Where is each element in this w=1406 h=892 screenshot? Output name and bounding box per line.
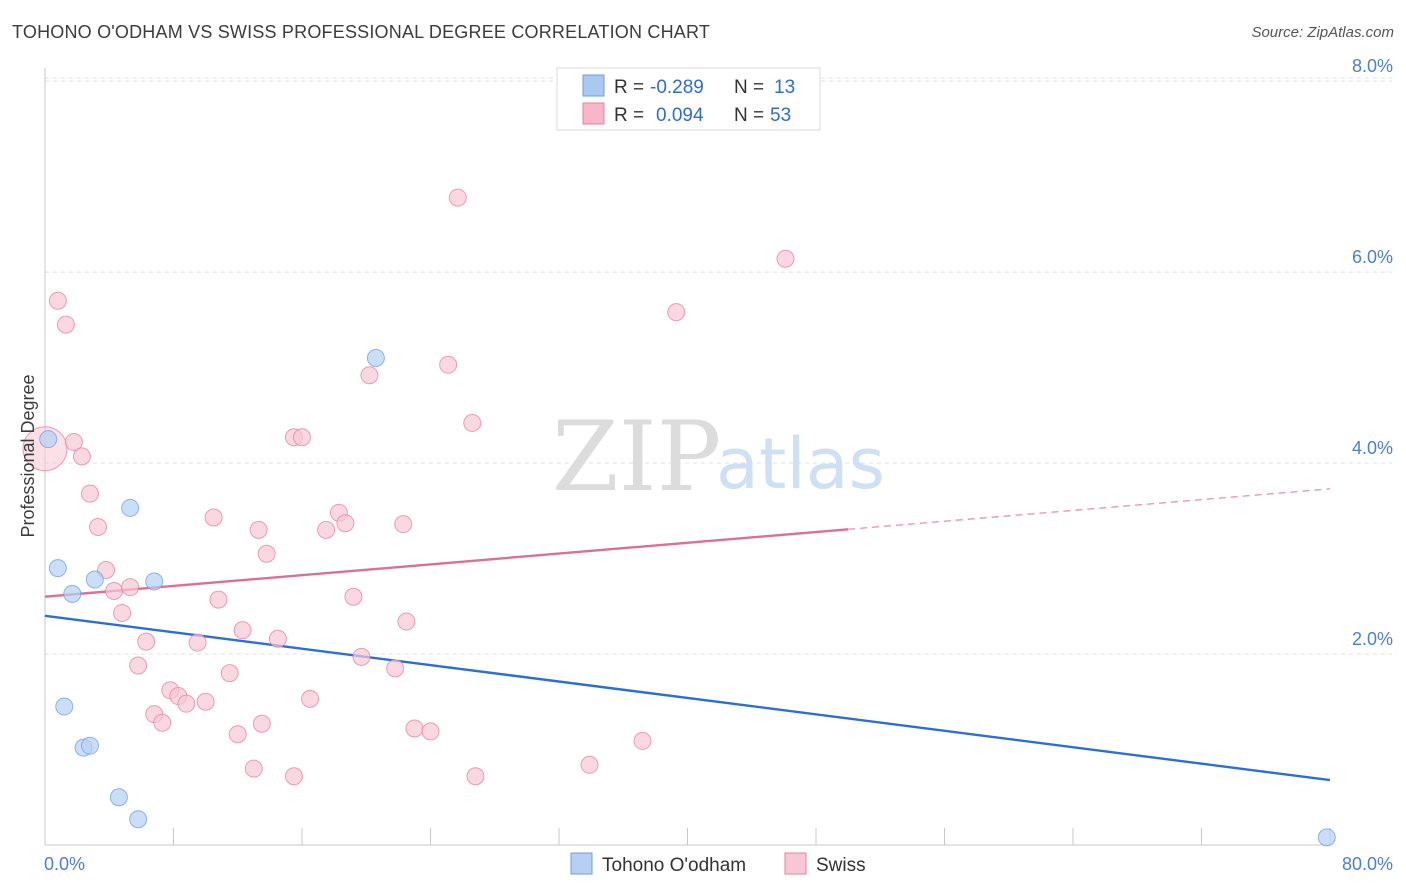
stats-n-label-2: N = [734,105,764,126]
point-tohono [1317,828,1336,847]
point-tohono [145,572,164,591]
point-swiss [257,544,276,563]
y-tick-label: 2.0% [1352,629,1393,649]
source-credit: Source: ZipAtlas.com [1251,24,1394,41]
point-swiss [386,659,405,678]
stats-n-value-1: 13 [774,77,795,98]
point-tohono [55,697,74,716]
point-swiss [48,291,67,310]
point-swiss [72,447,91,466]
point-swiss [204,508,223,527]
point-swiss [667,303,686,322]
point-swiss [244,759,263,778]
y-tick-label: 8.0% [1352,56,1393,76]
stats-r-value-2: 0.094 [656,105,704,126]
y-tick-labels: 2.0% 4.0% 6.0% 8.0% [1352,56,1393,649]
point-swiss [448,188,467,207]
point-swiss [137,632,156,651]
point-swiss [220,664,239,683]
data-points [22,188,1336,847]
gridlines [45,77,1392,655]
point-swiss [113,603,132,622]
point-tohono [109,788,128,807]
point-swiss [317,520,336,539]
point-swiss [233,621,252,640]
stats-n-label-1: N = [734,77,764,98]
point-swiss [89,518,108,537]
point-swiss [405,719,424,738]
legend-label-swiss: Swiss [816,855,866,876]
point-swiss [209,590,228,609]
point-tohono [366,349,385,368]
point-swiss [249,520,268,539]
point-swiss [188,633,207,652]
point-swiss [633,731,652,750]
point-swiss [466,767,485,786]
point-swiss [177,694,196,713]
point-swiss [394,515,413,534]
point-swiss [580,755,599,774]
point-swiss [439,355,458,374]
trend-line-swiss [44,528,849,598]
stats-swatch-swiss [582,102,605,125]
stats-r-label-1: R = [614,77,644,98]
watermark-zip: ZIP [552,401,721,513]
point-swiss [421,722,440,741]
point-swiss [268,629,287,648]
point-swiss [196,692,215,711]
x-tick-label-max: 80.0% [1342,854,1393,874]
y-tick-label: 6.0% [1352,247,1393,267]
point-tohono [63,584,82,603]
y-tick-label: 4.0% [1352,438,1393,458]
stats-r-value-1: -0.289 [650,77,704,98]
trend-line-tohono [44,614,1331,782]
point-swiss [228,725,247,744]
stats-r-label-2: R = [614,105,644,126]
x-axis-ticks [44,828,1331,845]
watermark-atlas: atlas [716,423,885,505]
point-swiss [360,366,379,385]
x-tick-label-min: 0.0% [44,854,85,874]
point-swiss [153,713,172,732]
trend-lines [44,488,1331,782]
point-swiss [56,315,75,334]
legend-swatch-tohono [570,852,593,875]
point-tohono [39,430,58,449]
point-swiss [336,514,355,533]
point-swiss [252,714,271,733]
stats-n-value-2: 53 [770,105,791,126]
point-tohono [48,559,67,578]
point-swiss [344,587,363,606]
point-swiss [776,249,795,268]
point-swiss [129,656,148,675]
point-swiss [301,689,320,708]
legend-swatch-swiss [784,852,807,875]
y-axis-label: Professional Degree [18,374,38,537]
chart-title: TOHONO O'ODHAM VS SWISS PROFESSIONAL DEG… [12,22,711,42]
point-swiss [352,647,371,666]
point-tohono [80,736,99,755]
point-swiss [64,433,83,452]
point-tohono [121,498,140,517]
point-swiss [397,612,416,631]
point-tohono [129,810,148,829]
point-swiss [105,582,124,601]
legend: Tohono O'odham Swiss [570,852,866,876]
stats-swatch-tohono [582,74,605,97]
point-swiss [284,767,303,786]
point-swiss [80,484,99,503]
point-swiss [463,413,482,432]
point-tohono [85,570,104,589]
legend-label-tohono: Tohono O'odham [602,855,746,876]
trend-line-extension-swiss [848,488,1331,530]
point-swiss [121,578,140,597]
point-swiss [293,428,311,447]
stats-box: R = -0.289 N = 13 R = 0.094 N = 53 [556,67,821,131]
